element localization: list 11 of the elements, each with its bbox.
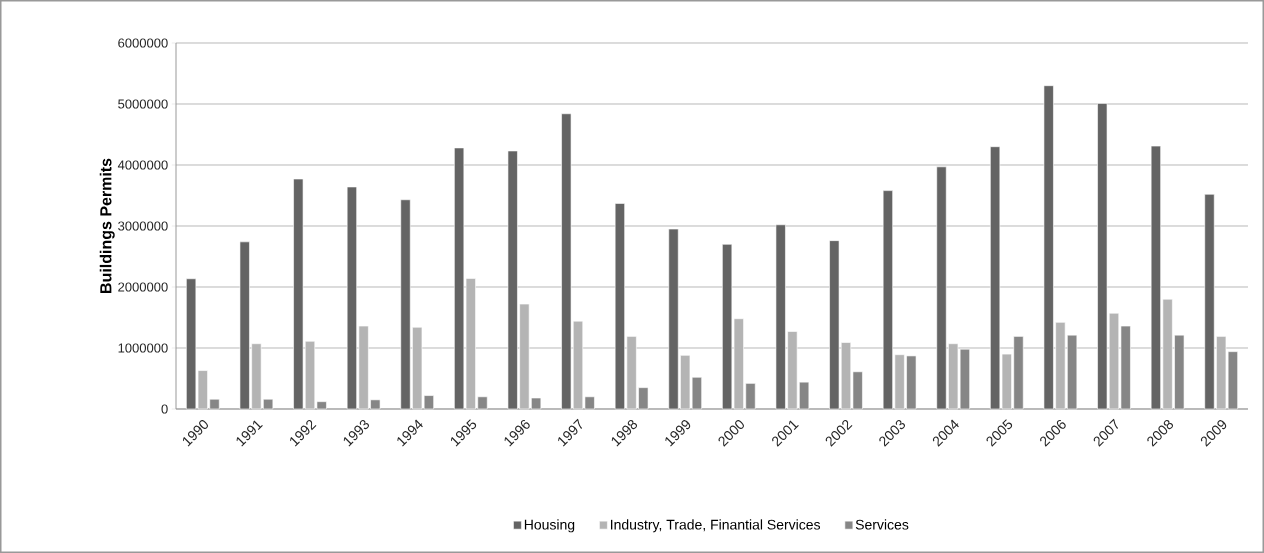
legend-label: Industry, Trade, Finantial Services — [611, 519, 821, 533]
y-tick-label: 5000000 — [118, 99, 168, 109]
legend-label: Housing — [524, 519, 575, 533]
y-axis-title: Buildings Permits — [99, 158, 115, 293]
y-tick-label: 2000000 — [118, 282, 168, 292]
y-tick-label: 3000000 — [118, 221, 168, 231]
y-tick-label: 1000000 — [118, 343, 168, 353]
y-tick-label: 6000000 — [118, 38, 168, 48]
y-tick-label: 0 — [161, 404, 168, 414]
legend-label: Services — [855, 519, 909, 530]
y-tick-label: 4000000 — [117, 160, 168, 170]
